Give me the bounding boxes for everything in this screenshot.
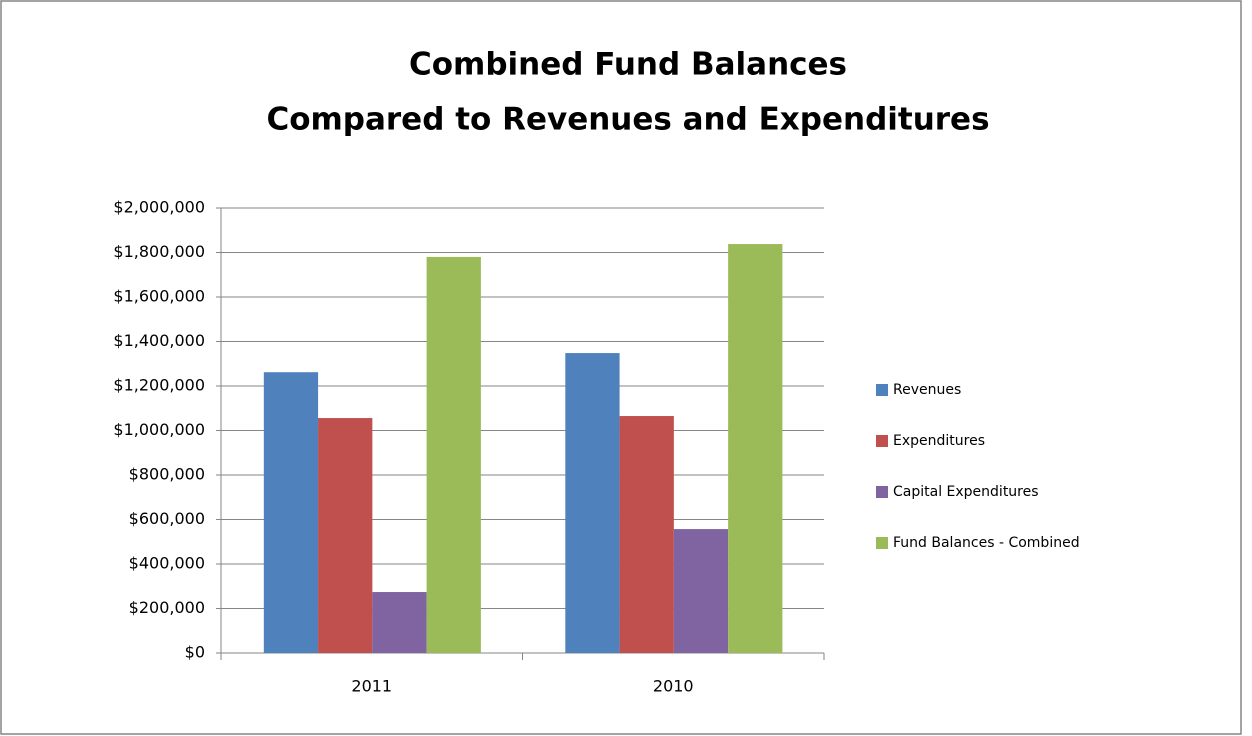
legend-swatch [876,435,888,447]
bar [372,592,427,653]
y-tick-label: $200,000 [129,598,205,617]
legend-swatch [876,486,888,498]
legend-swatch [876,384,888,396]
chart-title: Combined Fund Balances [409,47,847,83]
bar [263,372,319,653]
bar [673,529,729,653]
bar [318,418,373,653]
y-tick-label: $1,800,000 [113,242,205,261]
legend-label: Fund Balances - Combined [893,535,1080,551]
legend-label: Expenditures [893,433,985,449]
bar [619,416,674,653]
legend-label: Capital Expenditures [893,484,1039,500]
x-tick-label: 2011 [351,677,392,696]
bar [426,256,481,653]
y-tick-label: $1,600,000 [113,287,205,306]
y-tick-label: $400,000 [129,554,205,573]
y-tick-label: $2,000,000 [113,198,205,217]
y-tick-label: $600,000 [129,509,205,528]
y-tick-label: $1,400,000 [113,331,205,350]
bar [565,353,620,653]
legend-label: Revenues [893,382,961,398]
y-tick-label: $800,000 [129,465,205,484]
y-tick-label: $0 [185,643,205,662]
x-tick-label: 2010 [653,677,694,696]
y-tick-label: $1,200,000 [113,376,205,395]
bar [728,244,783,654]
chart-title: Compared to Revenues and Expenditures [266,102,989,138]
y-tick-label: $1,000,000 [113,420,205,439]
legend-swatch [876,537,888,549]
